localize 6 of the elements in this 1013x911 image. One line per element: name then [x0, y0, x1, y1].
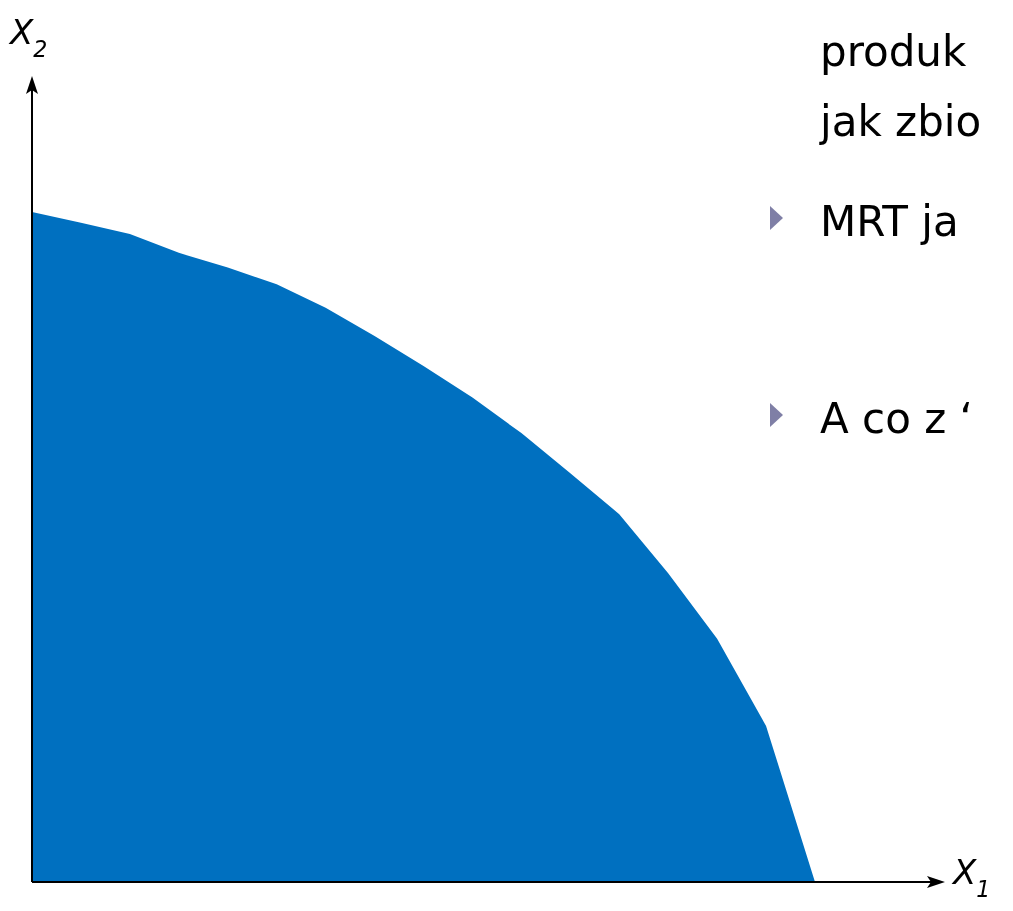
- text: jak zbio: [819, 97, 982, 146]
- text: produk: [820, 27, 967, 76]
- annotation: A co z ‘: [820, 394, 973, 443]
- annotation: MRT ja: [820, 197, 959, 246]
- y-axis-title: X$_{2}$: [8, 12, 48, 62]
- x-axis-title: X$_{1}$: [951, 852, 991, 902]
